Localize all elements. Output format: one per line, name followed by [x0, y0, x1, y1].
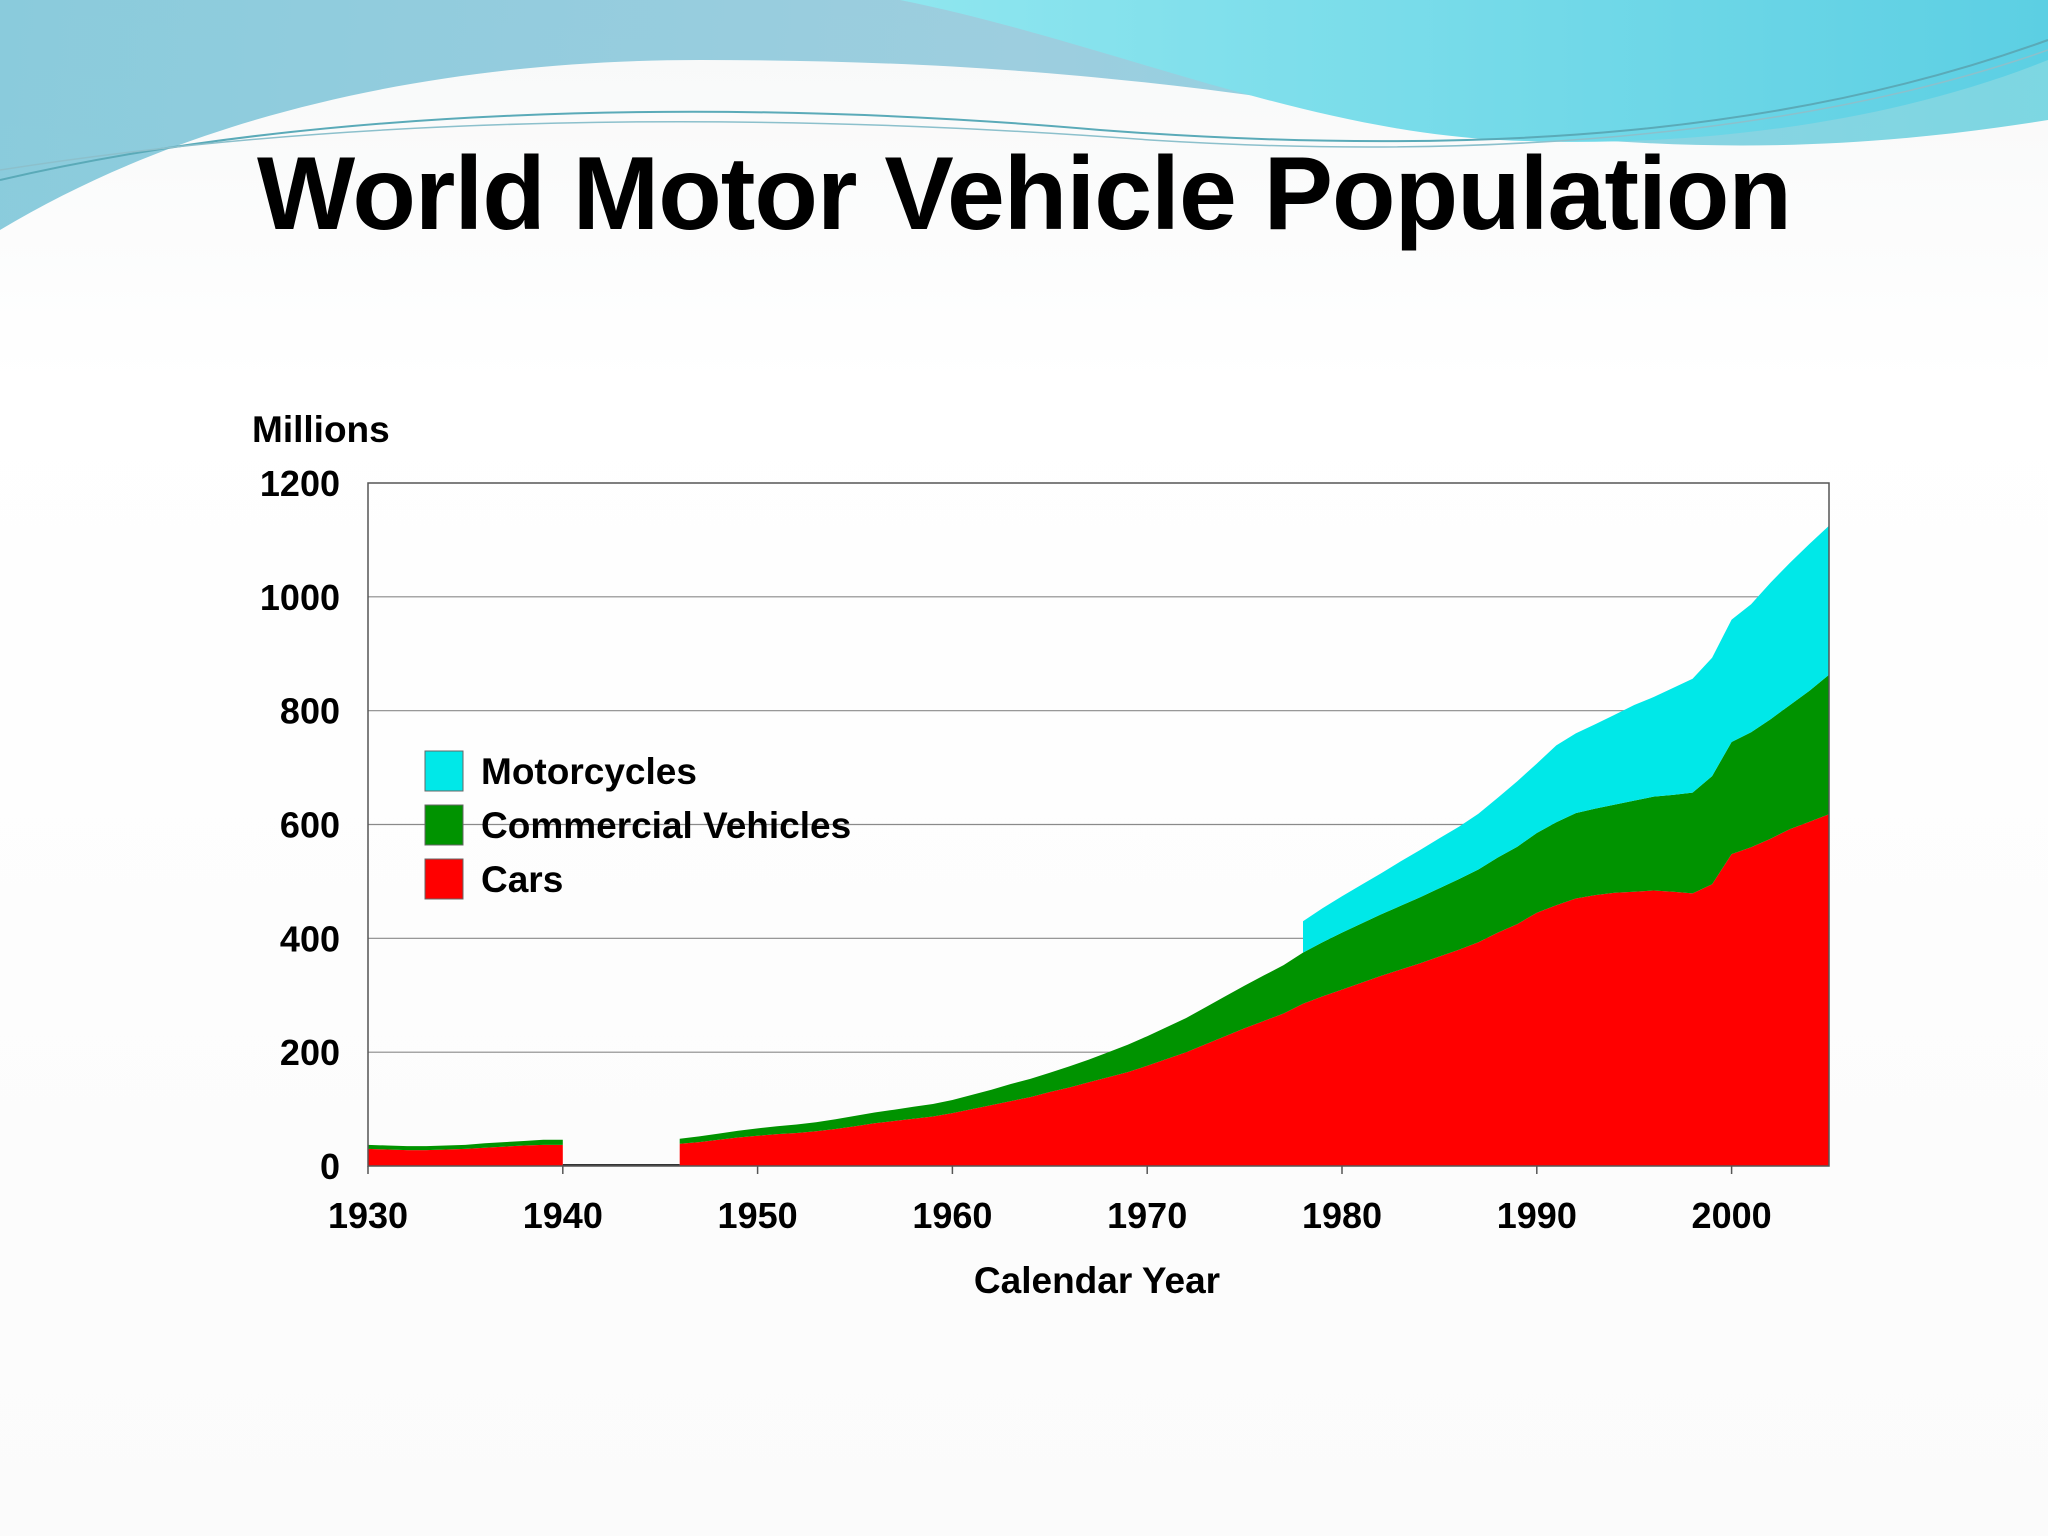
header-wave-decoration [0, 0, 2048, 230]
x-tick-label: 1950 [718, 1195, 798, 1236]
legend-label-motorcycles: Motorcycles [481, 751, 697, 792]
x-tick-label: 1930 [328, 1195, 408, 1236]
legend-label-cars: Cars [481, 859, 563, 900]
area-cars-segment-1 [679, 814, 1830, 1166]
x-tick-label: 2000 [1692, 1195, 1772, 1236]
y-tick-label: 200 [280, 1032, 340, 1073]
legend-swatch-motorcycles [424, 750, 464, 792]
y-tick-label: 0 [320, 1146, 340, 1187]
chart-legend: Motorcycles Commercial Vehicles Cars [424, 750, 851, 900]
slide-title: World Motor Vehicle Population [257, 136, 1792, 252]
legend-swatch-commercial-vehicles [424, 804, 464, 846]
y-axis-label: Millions [252, 409, 390, 450]
x-tick-label: 1980 [1302, 1195, 1382, 1236]
y-tick-label: 1200 [260, 463, 340, 504]
y-tick-label: 600 [280, 805, 340, 846]
y-tick-label: 1000 [260, 577, 340, 618]
plot-frame [367, 482, 1830, 1167]
y-tick-label: 800 [280, 691, 340, 732]
x-tick-label: 1940 [523, 1195, 603, 1236]
legend-label-commercial-vehicles: Commercial Vehicles [481, 805, 851, 846]
x-tick-label: 1990 [1497, 1195, 1577, 1236]
x-tick-label: 1970 [1107, 1195, 1187, 1236]
y-tick-label: 400 [280, 918, 340, 959]
area-motorcycles-segment-4 [1303, 525, 1829, 953]
area-cars-segment-0 [368, 1144, 563, 1166]
x-tick-label: 1960 [912, 1195, 992, 1236]
legend-swatch-cars [424, 858, 464, 900]
x-axis-label: Calendar Year [974, 1260, 1220, 1301]
area-commercial-vehicles-segment-2 [368, 1139, 563, 1151]
